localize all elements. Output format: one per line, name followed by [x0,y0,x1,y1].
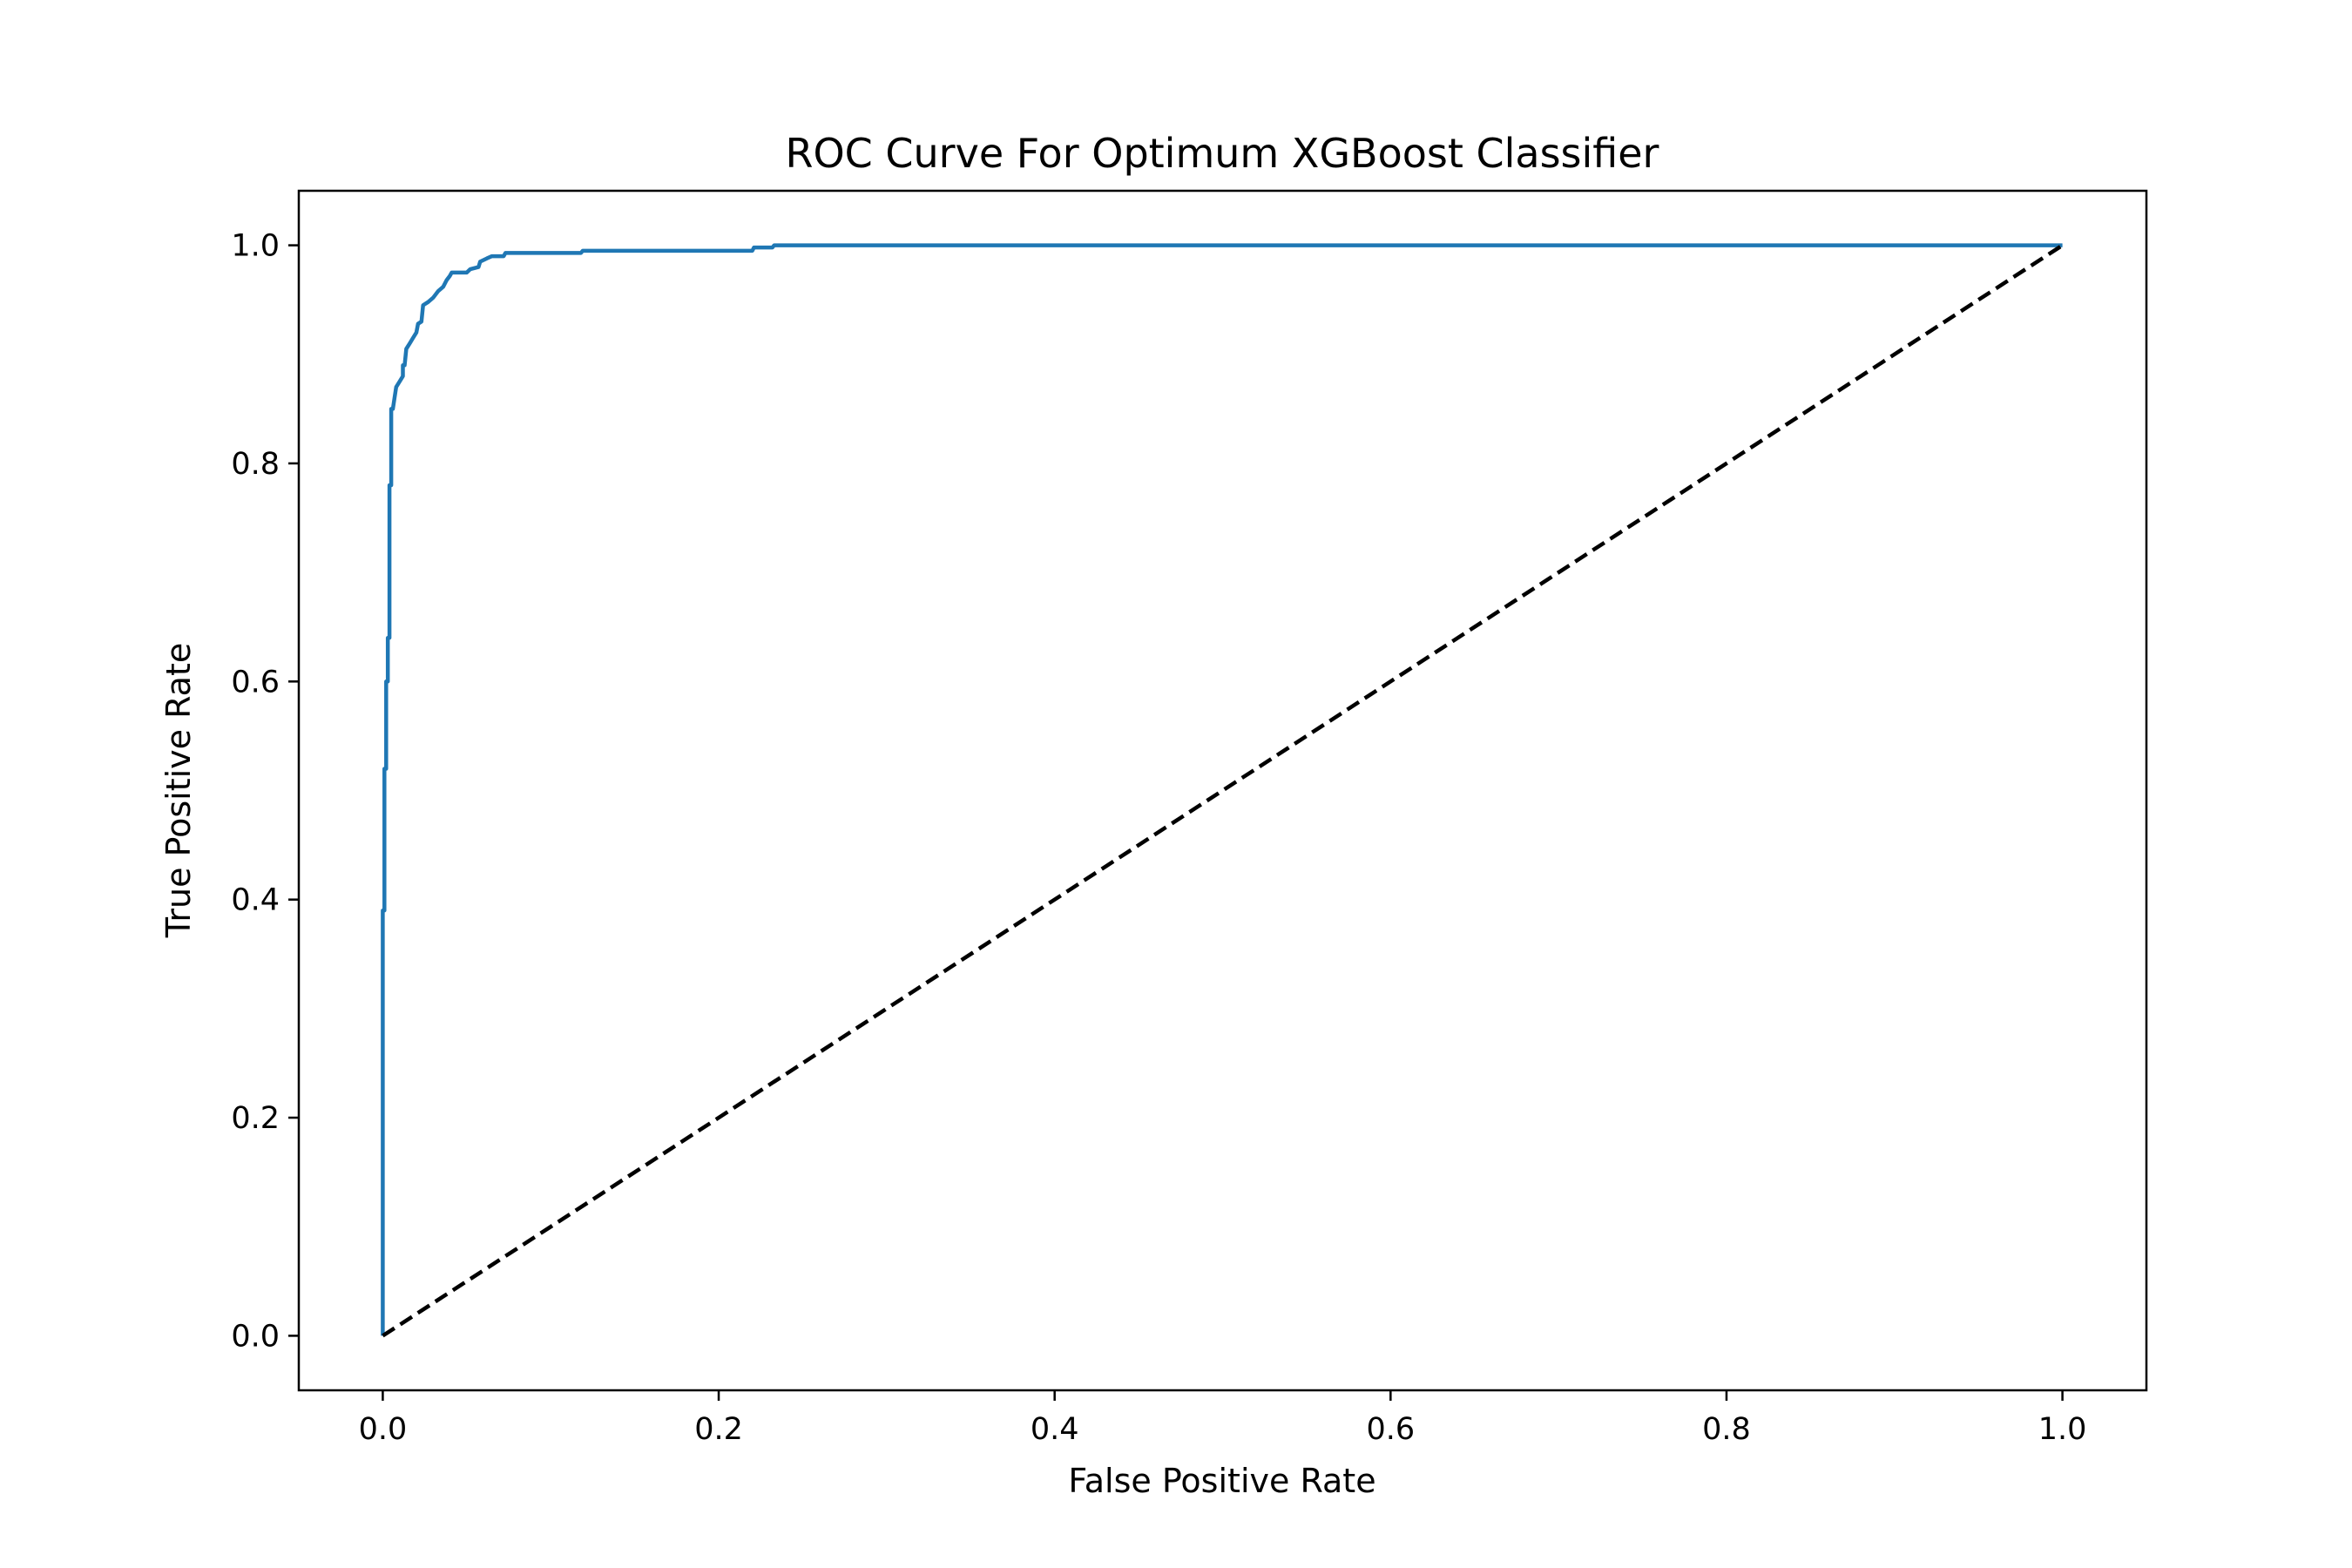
x-tick-label: 0.0 [359,1412,408,1447]
y-axis-ticks: 0.0 0.2 0.4 0.6 0.8 1.0 [231,229,299,1354]
x-tick-label: 0.4 [1031,1412,1079,1447]
x-tick-label: 0.6 [1366,1412,1415,1447]
plot-frame [297,189,2148,1392]
y-tick-label: 0.2 [231,1101,280,1136]
y-tick-label: 1.0 [231,229,280,264]
y-tick-label: 0.6 [231,665,280,700]
x-tick-label: 0.8 [1702,1412,1751,1447]
x-tick-label: 1.0 [2038,1412,2087,1447]
y-tick-label: 0.4 [231,883,280,918]
x-axis-ticks: 0.0 0.2 0.4 0.6 0.8 1.0 [359,1390,2087,1447]
y-tick-label: 0.8 [231,447,280,482]
chart-title: ROC Curve For Optimum XGBoost Classifier [786,130,1659,177]
y-tick-label: 0.0 [231,1319,280,1354]
x-tick-label: 0.2 [694,1412,743,1447]
x-axis-label: False Positive Rate [1068,1462,1375,1500]
series-layer [381,243,2064,1338]
roc-curve-line [381,243,2063,1336]
y-axis-label: True Positive Rate [159,643,198,939]
